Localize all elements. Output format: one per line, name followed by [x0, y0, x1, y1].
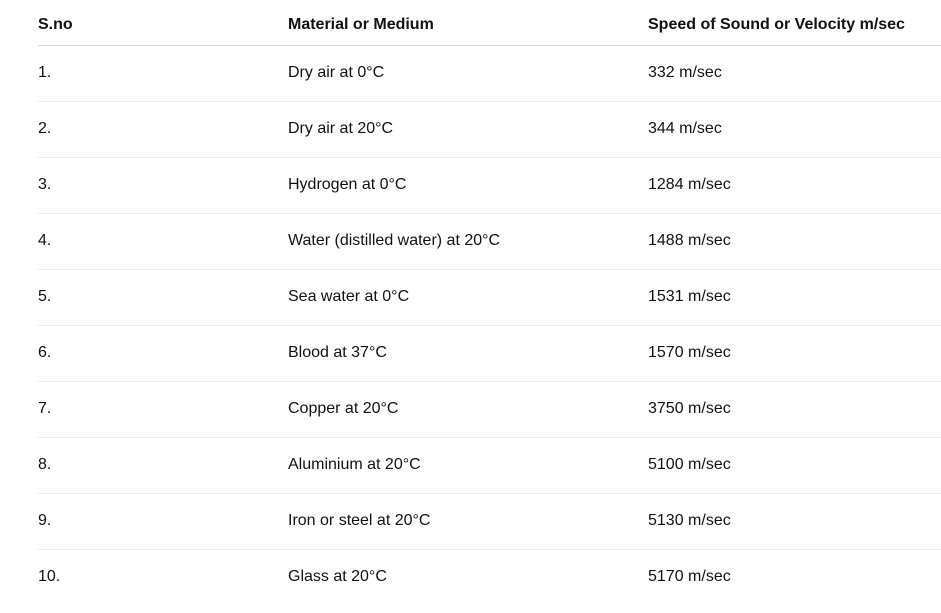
cell-sno: 3.: [38, 157, 288, 214]
cell-speed: 5130 m/sec: [648, 493, 941, 550]
table-row: 4. Water (distilled water) at 20°C 1488 m/…: [38, 213, 941, 270]
table-row: 6. Blood at 37°C 1570 m/sec: [38, 325, 941, 382]
cell-material: Sea water at 0°C: [288, 269, 648, 326]
speed-of-sound-table: S.no Material or Medium Speed of Sound o…: [38, 0, 941, 605]
cell-sno: 7.: [38, 381, 288, 438]
cell-speed: 5100 m/sec: [648, 437, 941, 494]
table-row: 5. Sea water at 0°C 1531 m/sec: [38, 269, 941, 326]
cell-sno: 9.: [38, 493, 288, 550]
cell-speed: 332 m/sec: [648, 45, 941, 102]
header-material: Material or Medium: [288, 0, 648, 46]
cell-speed: 5170 m/sec: [648, 568, 731, 586]
header-speed: Speed of Sound or Velocity m/sec: [648, 0, 941, 46]
cell-sno: 1.: [38, 45, 288, 102]
cell-sno: 6.: [38, 325, 288, 382]
cell-material: Copper at 20°C: [288, 381, 648, 438]
cell-material: Hydrogen at 0°C: [288, 157, 648, 214]
cell-material: Blood at 37°C: [288, 325, 648, 382]
header-sno: S.no: [38, 0, 288, 46]
cell-sno: 4.: [38, 213, 288, 270]
cell-material: Glass at 20°C: [288, 568, 387, 586]
table-row: 2. Dry air at 20°C 344 m/sec: [38, 101, 941, 158]
cell-material: Iron or steel at 20°C: [288, 493, 648, 550]
cell-speed: 1488 m/sec: [648, 213, 941, 270]
cell-speed: 344 m/sec: [648, 101, 941, 158]
cell-sno: 10.: [38, 568, 61, 586]
cell-speed: 3750 m/sec: [648, 381, 941, 438]
table-row: 9. Iron or steel at 20°C 5130 m/sec: [38, 493, 941, 550]
cell-material: Water (distilled water) at 20°C: [288, 213, 648, 270]
table-row: 10. Glass at 20°C 5170 m/sec: [38, 549, 941, 605]
cell-sno: 8.: [38, 437, 288, 494]
cell-speed: 1531 m/sec: [648, 269, 941, 326]
table-row: 3. Hydrogen at 0°C 1284 m/sec: [38, 157, 941, 214]
cell-material: Dry air at 0°C: [288, 45, 648, 102]
cell-material: Dry air at 20°C: [288, 101, 648, 158]
table-row: 1. Dry air at 0°C 332 m/sec: [38, 45, 941, 102]
cell-sno: 5.: [38, 269, 288, 326]
cell-speed: 1284 m/sec: [648, 157, 941, 214]
table-header-row: S.no Material or Medium Speed of Sound o…: [38, 0, 941, 46]
cell-material: Aluminium at 20°C: [288, 437, 648, 494]
table-row: 8. Aluminium at 20°C 5100 m/sec: [38, 437, 941, 494]
cell-sno: 2.: [38, 101, 288, 158]
table-row: 7. Copper at 20°C 3750 m/sec: [38, 381, 941, 438]
cell-speed: 1570 m/sec: [648, 325, 941, 382]
